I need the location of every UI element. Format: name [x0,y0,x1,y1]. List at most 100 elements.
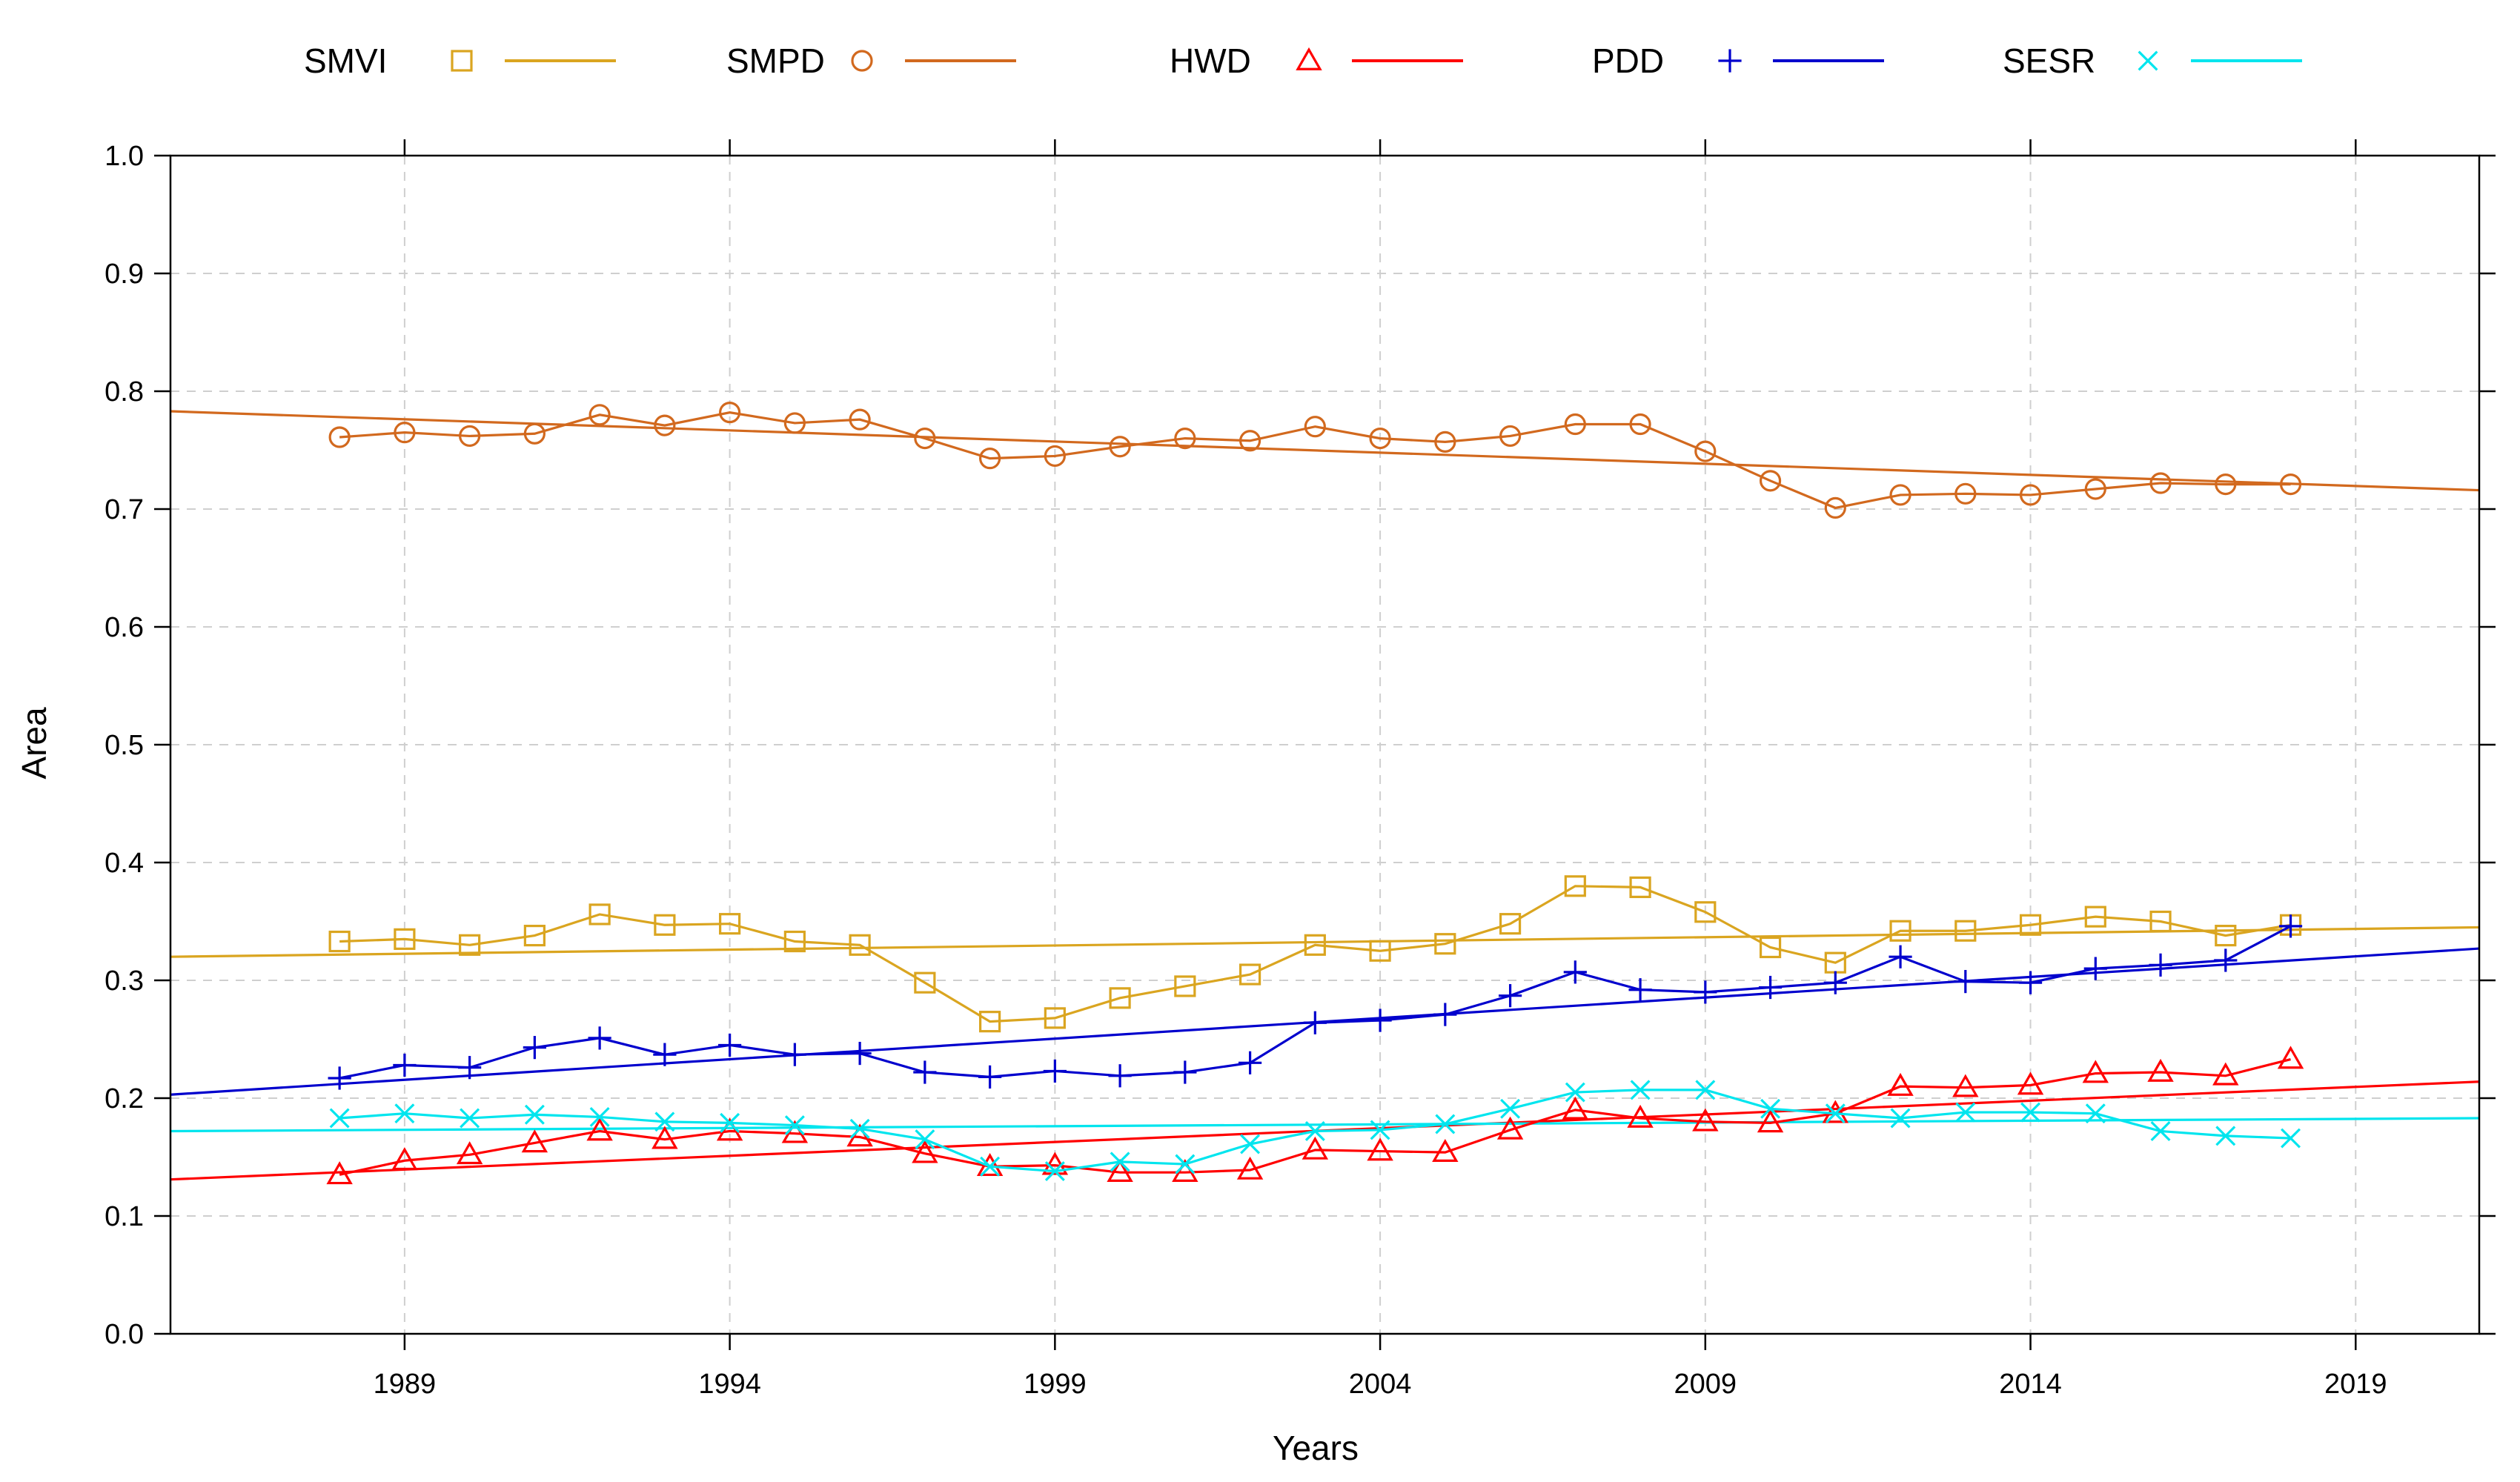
hwd-point [2017,1071,2044,1095]
smvi-point [1304,934,1326,956]
pdd-point [1498,984,1522,1008]
smvi-point [2084,906,2106,928]
smpd-point [1954,482,1977,505]
legend-label-smpd: SMPD [726,41,825,80]
smpd-point [1044,445,1066,468]
x-tick-label: 2014 [1999,1369,2062,1400]
smpd-point [588,404,611,426]
smpd-point [1174,427,1196,450]
x-tick-label: 2019 [2324,1369,2387,1400]
y-axis-title: Area [15,707,53,780]
pdd-point [978,1065,1002,1089]
smpd-trend-line [170,410,2480,492]
smpd-point [1109,436,1131,458]
pdd-point [2018,971,2043,994]
smvi-point [2149,910,2172,933]
legend-marker-smpd [851,50,873,72]
smvi-point [783,930,806,953]
hwd-point [1627,1104,1654,1128]
y-tick-label: 0.1 [105,1201,144,1232]
sesr-point [1630,1080,1651,1100]
pdd-point [1368,1009,1392,1032]
smvi-point [1174,975,1196,997]
pdd-point [393,1053,417,1077]
hwd-point [2082,1060,2109,1083]
pdd-point [1758,975,1783,1000]
y-tick-label: 0.3 [105,966,144,997]
smvi-point [2215,924,2237,947]
hwd-point [651,1126,678,1149]
pdd-point [328,1066,351,1090]
y-tick-label: 0.6 [105,612,144,643]
sesr-point [524,1104,545,1125]
smvi-point [1369,940,1391,962]
y-tick-label: 0.7 [105,494,144,525]
y-tick-label: 0.2 [105,1083,144,1114]
sesr-point [849,1118,870,1139]
smvi-point [1564,875,1586,897]
smpd-point [914,427,936,450]
smpd-point [1434,431,1456,453]
sesr-point [460,1108,480,1129]
x-tick-label: 2009 [1674,1369,1737,1400]
hwd-point [2212,1062,2239,1086]
hwd-point [456,1141,483,1165]
legend-label-pdd: PDD [1592,41,1664,80]
grid-layer [170,155,2479,1335]
smvi-point [979,1011,1001,1033]
smpd-point [2019,484,2042,506]
hwd-point [1236,1156,1264,1180]
pdd-point [1303,1011,1327,1034]
sesr-point [720,1112,740,1133]
smvi-series-line [339,885,2291,1023]
pdd-point [458,1056,482,1080]
smvi-point [719,913,741,935]
smpd-point [1629,413,1651,436]
smvi-point [1954,920,1977,942]
x-tick-label: 1989 [374,1369,437,1400]
sesr-point [1500,1098,1521,1119]
hwd-point [1952,1074,1979,1097]
sesr-point [915,1129,935,1150]
hwd-point [2277,1046,2304,1069]
pdd-point [848,1041,872,1066]
smpd-point [2149,472,2172,494]
y-tick-label: 0.4 [105,848,144,879]
smvi-point [328,930,351,953]
hwd-point [1302,1136,1329,1160]
sesr-point [2085,1103,2106,1124]
hwd-point [1496,1116,1524,1140]
x-tick-label: 2004 [1349,1369,1412,1400]
y-tick-label: 0.9 [105,259,144,290]
sesr-point [1304,1121,1325,1142]
legend-marker-pdd [1718,49,1742,73]
sesr-point [1825,1103,1846,1124]
smpd-point [1304,416,1326,438]
smvi-point [459,934,481,956]
smvi-point [1889,920,1911,942]
smvi-point [849,934,871,956]
sesr-point [980,1156,1001,1177]
pdd-point [1238,1051,1262,1074]
hwd-point [1367,1137,1393,1161]
pdd-point [1628,978,1652,1002]
sesr-point [1955,1102,1976,1123]
smvi-point [1109,987,1131,1009]
sesr-point [1890,1108,1911,1129]
smvi-point [1499,913,1522,935]
pdd-point [653,1043,677,1066]
y-tick-label: 0.8 [105,376,144,408]
smpd-point [2215,473,2237,496]
hwd-series-line [339,1057,2291,1176]
smvi-point [914,971,936,994]
sesr-point [329,1108,350,1129]
hwd-point [1887,1072,1914,1096]
smpd-point [328,426,351,448]
hwd-point [586,1117,613,1141]
hwd-point [1041,1152,1069,1175]
sesr-point [2215,1126,2236,1146]
smvi-point [1759,936,1782,959]
sesr-point [784,1115,805,1136]
smvi-point [654,914,676,936]
